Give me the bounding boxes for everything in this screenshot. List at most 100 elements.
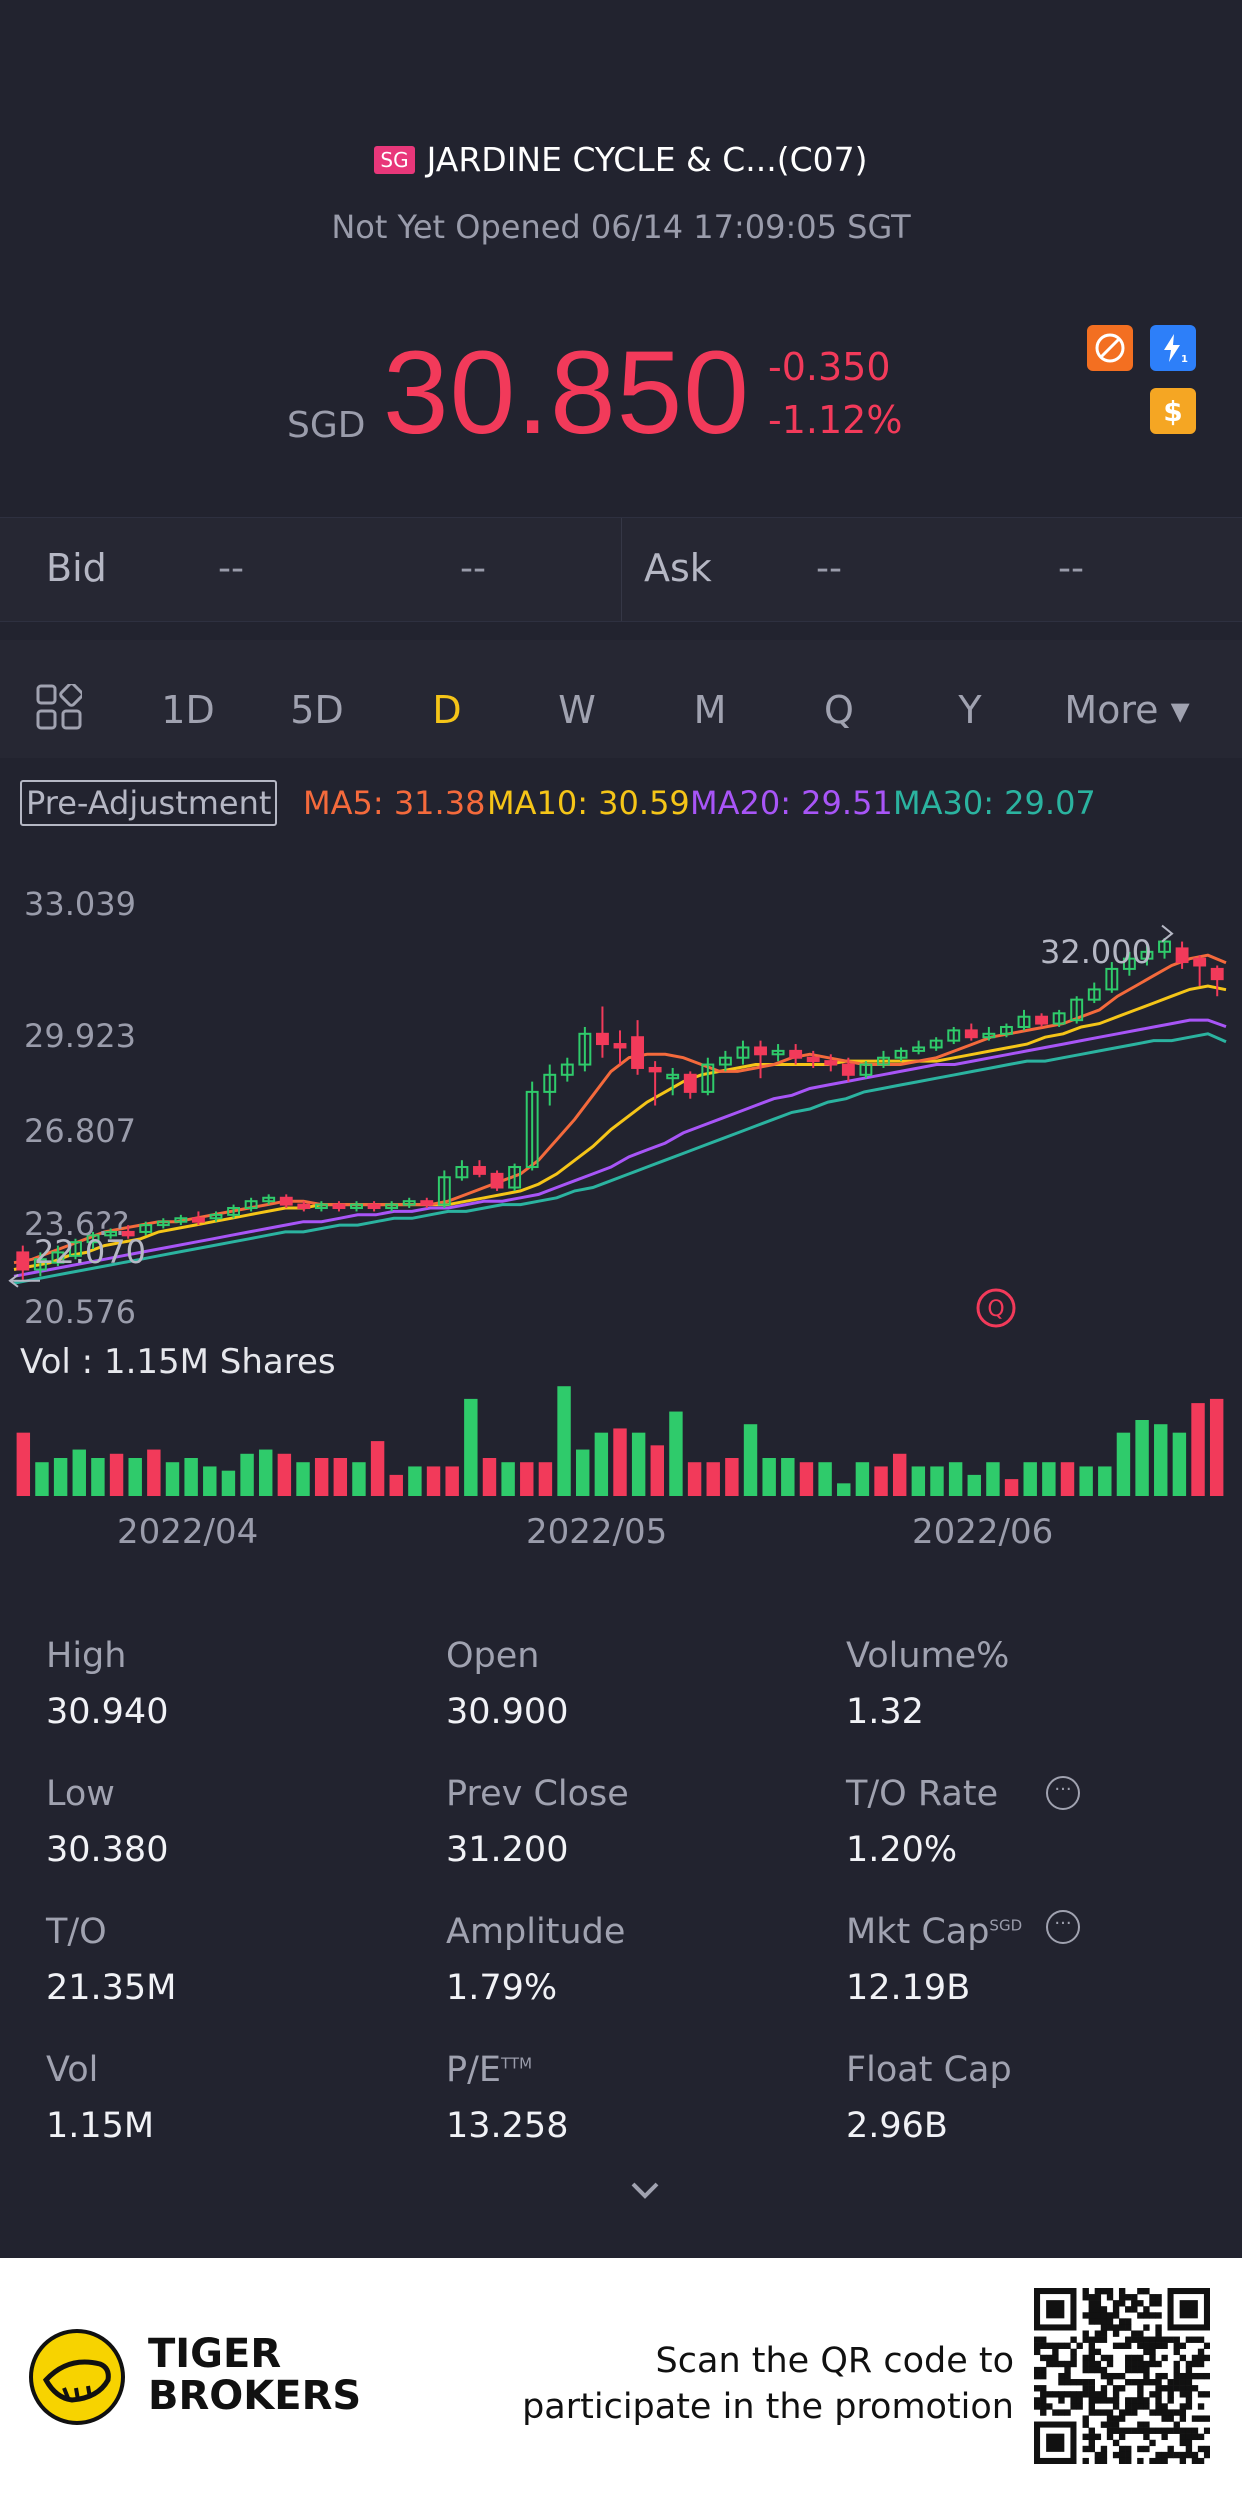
no-short-icon[interactable] [1087, 325, 1133, 371]
qr-module [1112, 2306, 1120, 2313]
tab-week[interactable]: W [558, 688, 596, 732]
volume-bar [1209, 1398, 1224, 1496]
qr-module [1179, 2451, 1187, 2459]
quote-q-icon[interactable]: Q [975, 1287, 1017, 1329]
tab-year[interactable]: Y [958, 688, 982, 732]
qr-module [1191, 2427, 1199, 2434]
volume-bar [408, 1466, 422, 1496]
candle-down [367, 1203, 381, 1210]
volume-bar [967, 1474, 981, 1496]
tab-month[interactable]: M [693, 688, 727, 732]
layout-grid-icon[interactable] [36, 682, 84, 730]
dollar-icon[interactable]: $ [1150, 388, 1196, 434]
stat-value-amplitude: 1.79% [446, 1968, 558, 2008]
qr-module [1058, 2391, 1065, 2398]
candle-down [841, 1063, 855, 1076]
qr-module [1137, 2300, 1144, 2307]
candle-up [139, 1224, 153, 1233]
qr-module [1155, 2372, 1162, 2380]
x-axis-date-2: 2022/05 [526, 1512, 668, 1552]
volume-bar [333, 1458, 348, 1496]
candle-down [1035, 1015, 1049, 1025]
qr-module [1149, 2409, 1156, 2416]
pre-adjustment-toggle[interactable]: Pre-Adjustment [20, 780, 278, 826]
qr-code[interactable] [1034, 2288, 1210, 2464]
expand-chevron-icon[interactable] [627, 2178, 663, 2202]
ma20-label: MA20: 29.51 [690, 784, 893, 822]
candle-down [16, 1251, 30, 1271]
qr-module [1131, 2427, 1138, 2434]
qr-module [1203, 2391, 1210, 2398]
qr-module [1088, 2342, 1095, 2349]
candle-down [297, 1203, 311, 1210]
qr-module [1131, 2336, 1138, 2343]
qr-module [1088, 2336, 1095, 2343]
volume-bar [501, 1462, 515, 1496]
qr-module [1082, 2366, 1089, 2374]
volume-bar [1154, 1424, 1168, 1496]
qr-module [1137, 2391, 1144, 2398]
qr-module [1112, 2391, 1120, 2398]
qr-module [1112, 2421, 1120, 2428]
qr-module [1137, 2354, 1144, 2362]
market-cap-info-icon[interactable]: ··· [1046, 1910, 1080, 1944]
qr-module [1191, 2451, 1199, 2459]
ma30-line [13, 1032, 1227, 1285]
qr-module [1070, 2360, 1077, 2368]
qr-module [1040, 2385, 1047, 2392]
qr-module [1100, 2385, 1108, 2392]
qr-module [1106, 2372, 1114, 2380]
ask-price: -- [816, 548, 842, 589]
qr-module [1173, 2360, 1180, 2368]
price-change: -0.350 [768, 345, 891, 389]
qr-module [1191, 2415, 1199, 2422]
qr-module [1094, 2433, 1102, 2441]
candle-down [1193, 957, 1207, 967]
qr-module [1094, 2306, 1102, 2313]
candle-up [525, 1090, 539, 1169]
volume-bar [781, 1458, 795, 1496]
volume-bar [650, 1445, 665, 1496]
volume-bar [1135, 1420, 1149, 1496]
qr-module [1040, 2354, 1047, 2362]
lightning-1-icon[interactable]: 1 [1150, 325, 1196, 371]
qr-module [1064, 2409, 1071, 2416]
qr-module [1155, 2379, 1162, 2386]
qr-module [1143, 2421, 1150, 2428]
qr-module [1203, 2445, 1210, 2453]
qr-module [1149, 2457, 1156, 2464]
volume-bar [147, 1449, 161, 1496]
candle-up [350, 1203, 363, 1210]
candle-down [332, 1203, 346, 1210]
qr-module [1197, 2348, 1205, 2356]
promo-line-2: participate in the promotion [522, 2387, 1014, 2427]
candle-down [806, 1056, 820, 1063]
qr-module [1082, 2391, 1089, 2398]
stat-label-amplitude: Amplitude [446, 1912, 626, 1952]
qr-module [1106, 2312, 1114, 2319]
qr-module [1112, 2330, 1120, 2337]
tab-day[interactable]: D [432, 688, 462, 732]
tab-more[interactable]: More ▾ [1064, 688, 1190, 732]
qr-module [1118, 2433, 1126, 2441]
qr-module [1167, 2427, 1174, 2434]
volume-bar [184, 1458, 198, 1496]
candle-down [1175, 947, 1189, 964]
qr-module [1082, 2445, 1089, 2453]
qr-module [1088, 2366, 1095, 2374]
tab-1d[interactable]: 1D [161, 688, 215, 732]
svg-text:1: 1 [1181, 354, 1188, 365]
tab-5d[interactable]: 5D [290, 688, 344, 732]
candlestick-chart[interactable] [0, 860, 1242, 1520]
qr-module [1137, 2312, 1144, 2319]
qr-module [1143, 2336, 1150, 2343]
qr-module [1179, 2409, 1187, 2416]
tab-quarter[interactable]: Q [824, 688, 854, 732]
qr-module [1179, 2391, 1187, 2398]
y-axis-label-bottom: 20.576 [24, 1293, 136, 1331]
qr-module [1088, 2439, 1095, 2447]
qr-module [1143, 2445, 1150, 2453]
candle-up [912, 1046, 926, 1052]
turnover-rate-info-icon[interactable]: ··· [1046, 1776, 1080, 1810]
candle-up [859, 1063, 873, 1076]
